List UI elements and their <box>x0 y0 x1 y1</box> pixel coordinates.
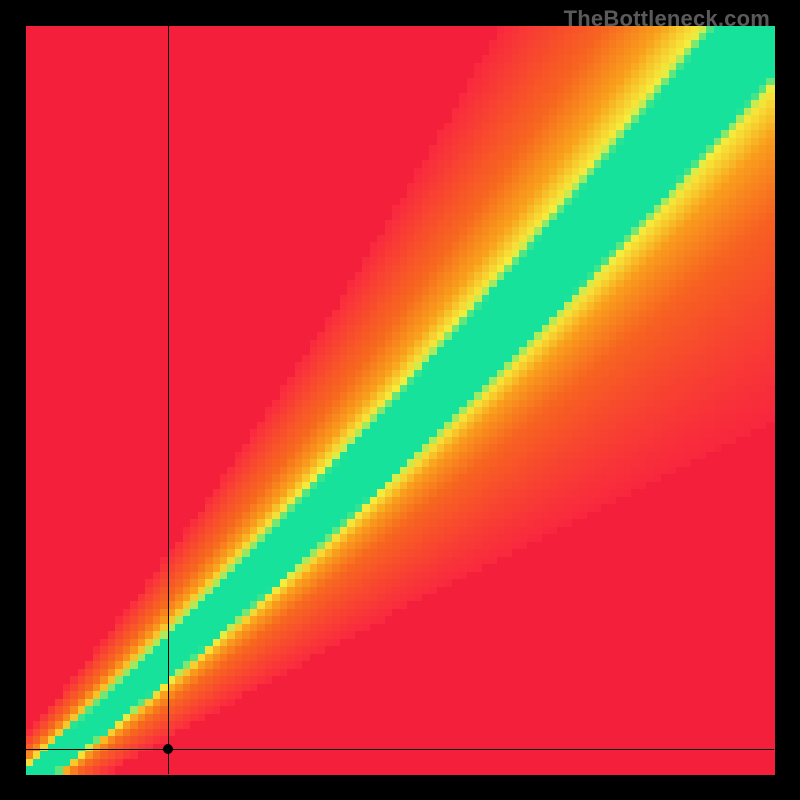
marker-dot <box>163 744 173 754</box>
chart-container: TheBottleneck.com <box>0 0 800 800</box>
crosshair-horizontal <box>26 749 774 750</box>
watermark-text: TheBottleneck.com <box>564 6 770 32</box>
bottleneck-heatmap <box>0 0 800 800</box>
crosshair-vertical <box>168 26 169 774</box>
